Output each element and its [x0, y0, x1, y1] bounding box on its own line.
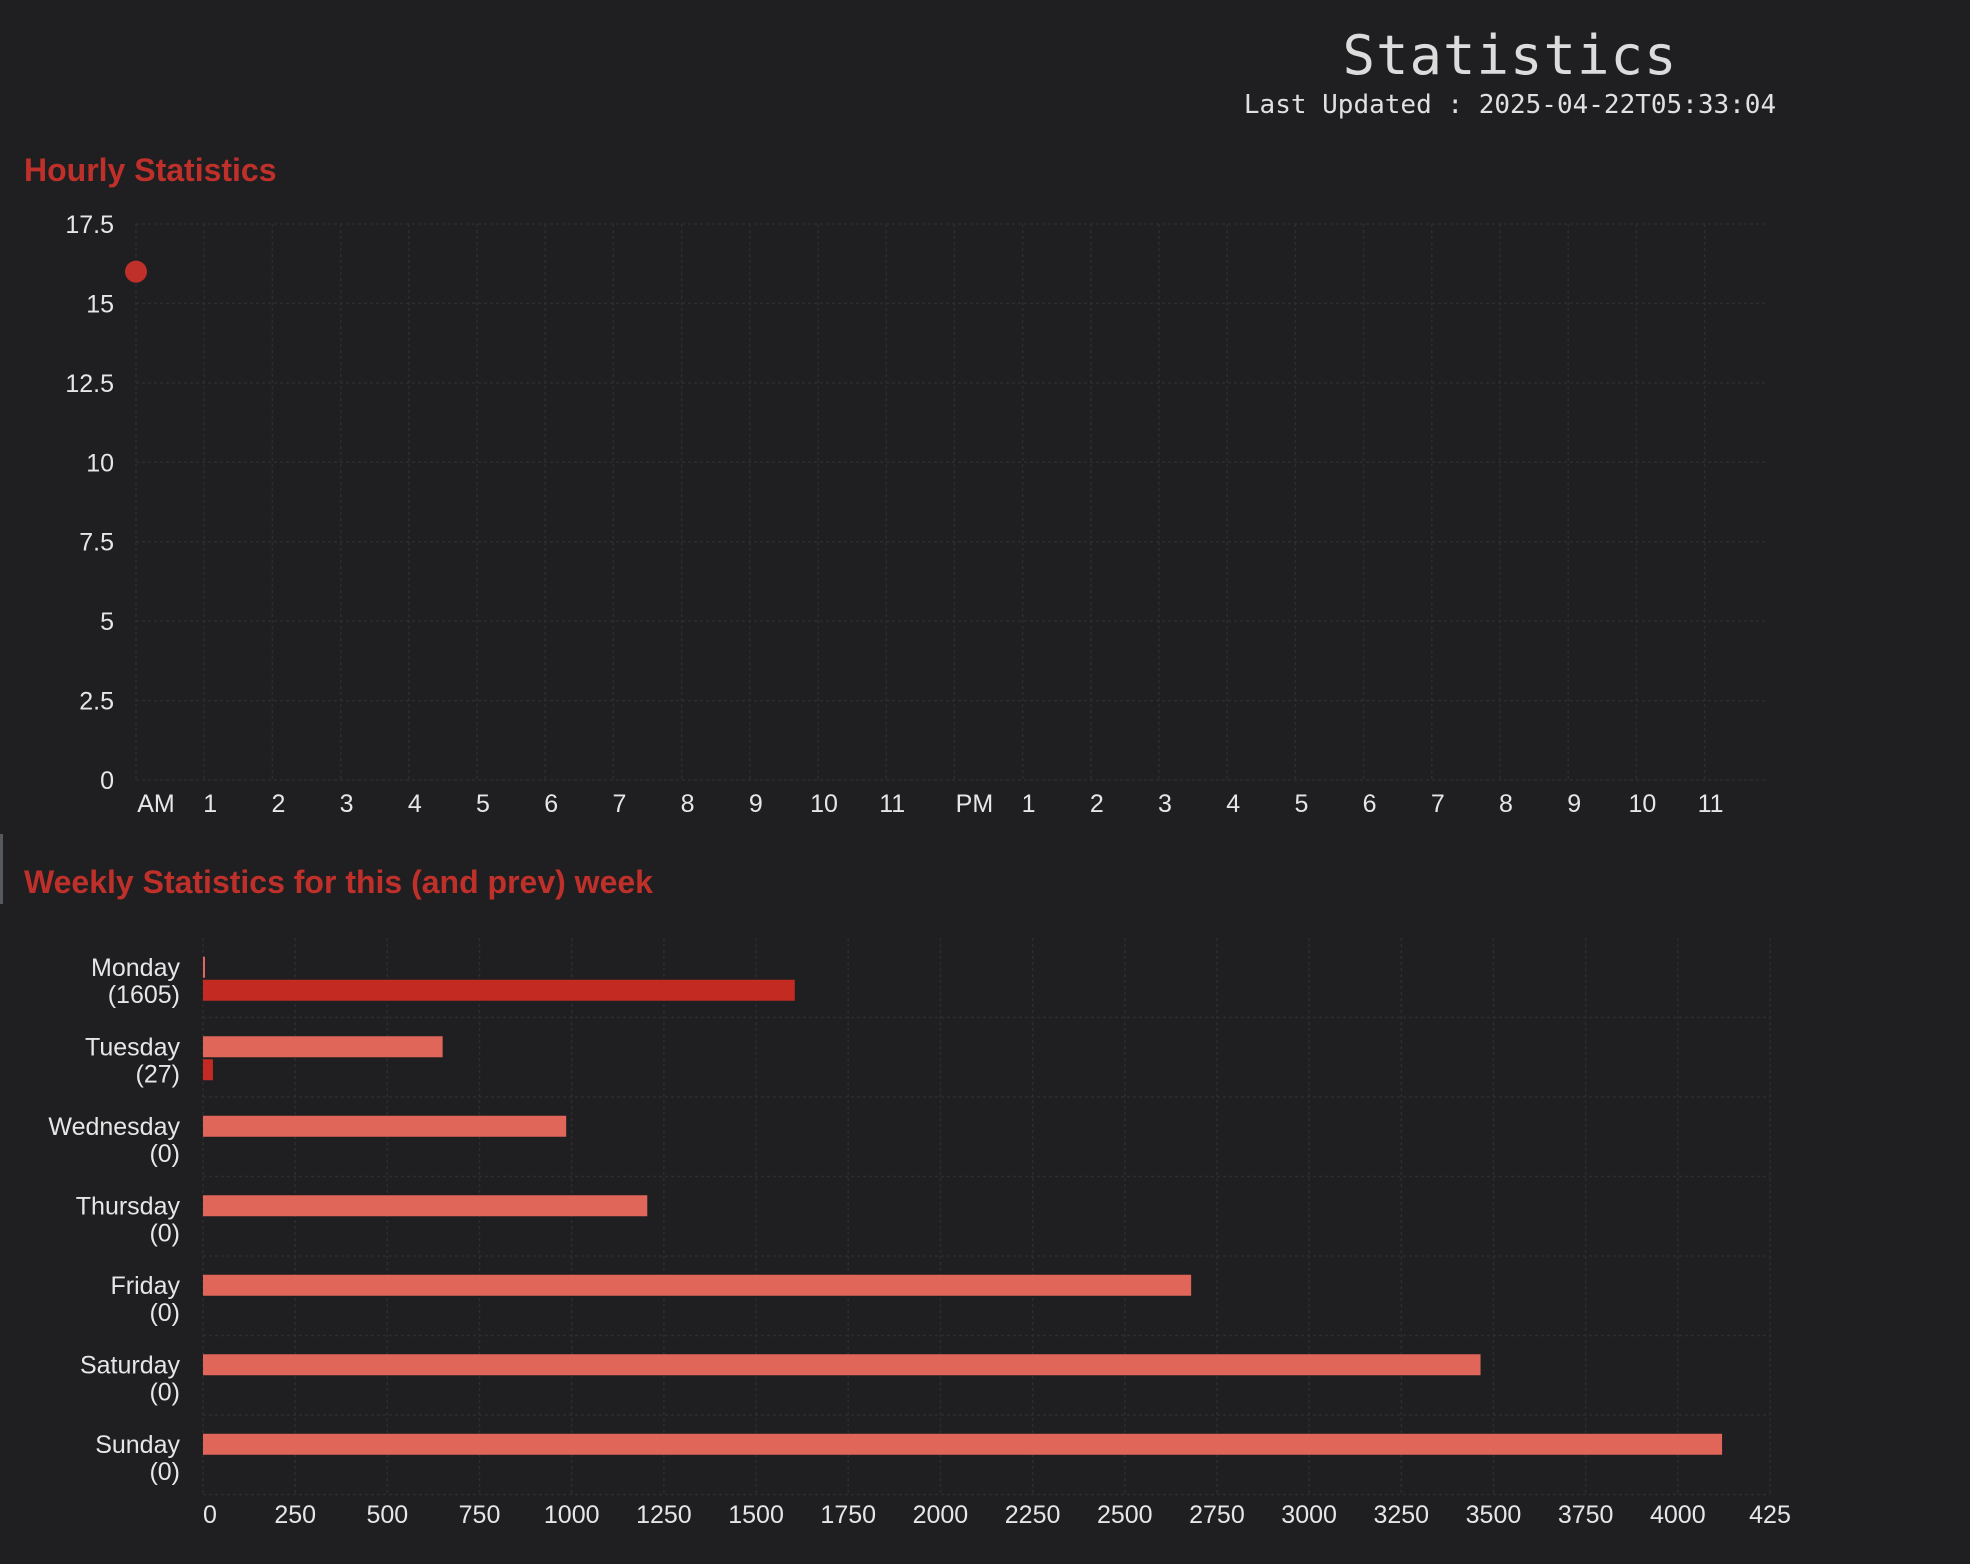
hourly-x-tick: 9	[1567, 790, 1581, 818]
hourly-x-tick: 11	[1698, 790, 1724, 818]
last-updated-text: Last Updated : 2025-04-22T05:33:04	[1243, 90, 1777, 120]
hourly-y-tick: 5	[100, 608, 114, 636]
weekly-category-label: Thursday	[76, 1192, 181, 1220]
hourly-chart-title: Hourly Statistics	[24, 152, 277, 188]
weekly-x-tick: 250	[274, 1501, 316, 1529]
weekly-category-count: (1605)	[108, 981, 180, 1009]
hourly-x-tick: 3	[1158, 790, 1172, 818]
hourly-x-tick: 4	[1226, 790, 1240, 818]
hourly-y-tick: 0	[100, 767, 114, 795]
hourly-x-tick: 7	[1431, 790, 1445, 818]
weekly-x-tick: 1750	[820, 1501, 876, 1529]
hourly-x-tick: 7	[612, 790, 626, 818]
hourly-x-tick: 10	[1628, 790, 1656, 818]
weekly-category-count: (0)	[149, 1299, 180, 1327]
hourly-x-tick: AM	[137, 790, 175, 818]
weekly-x-tick: 3250	[1373, 1501, 1429, 1529]
hourly-x-tick: 6	[544, 790, 558, 818]
weekly-bar	[203, 1115, 567, 1137]
hourly-x-tick: 5	[476, 790, 490, 818]
weekly-x-tick: 2000	[913, 1501, 969, 1529]
weekly-bar	[203, 1274, 1192, 1296]
hourly-x-tick: 4	[408, 790, 422, 818]
hourly-x-tick: 1	[1022, 790, 1036, 818]
hourly-chart: 0 2.5 5 7.5 10 12.5 15 17.5 AM 1 2 3 4 5 6 7 8 9 10 11 PM 1 2 3…	[65, 211, 1768, 818]
weekly-bar	[203, 1036, 443, 1058]
hourly-x-tick: 2	[1090, 790, 1104, 818]
weekly-bar	[203, 1195, 648, 1217]
weekly-category-count: (0)	[149, 1378, 180, 1406]
weekly-category-label: Sunday	[95, 1431, 180, 1459]
weekly-x-tick: 2500	[1097, 1501, 1153, 1529]
weekly-bar	[203, 1059, 213, 1081]
hourly-y-tick: 15	[86, 290, 114, 318]
hourly-x-tick: 8	[1499, 790, 1513, 818]
hourly-x-tick: 11	[879, 790, 905, 818]
weekly-x-tick: 425	[1749, 1501, 1791, 1529]
hourly-x-tick: 9	[749, 790, 763, 818]
weekly-x-tick: 4000	[1650, 1501, 1706, 1529]
hourly-x-tick: 6	[1363, 790, 1377, 818]
hourly-x-tick: 5	[1294, 790, 1308, 818]
hourly-y-tick: 10	[86, 449, 114, 477]
weekly-x-tick: 3000	[1281, 1501, 1337, 1529]
hourly-y-tick: 12.5	[65, 370, 114, 398]
weekly-x-tick: 3500	[1466, 1501, 1522, 1529]
weekly-category-label: Friday	[111, 1272, 181, 1300]
weekly-bar	[203, 979, 795, 1001]
left-edge-marker	[0, 834, 3, 904]
weekly-category-label: Wednesday	[48, 1113, 180, 1141]
weekly-bar	[203, 1354, 1481, 1376]
hourly-x-tick: 2	[271, 790, 285, 818]
weekly-category-label: Saturday	[80, 1351, 181, 1379]
weekly-category-count: (27)	[136, 1060, 180, 1088]
hourly-x-tick: 10	[810, 790, 838, 818]
hourly-x-tick: 1	[203, 790, 217, 818]
weekly-x-tick: 2250	[1005, 1501, 1061, 1529]
weekly-category-count: (0)	[149, 1458, 180, 1486]
hourly-y-tick: 2.5	[79, 688, 114, 716]
weekly-x-tick: 1250	[636, 1501, 692, 1529]
weekly-x-tick: 500	[366, 1501, 408, 1529]
weekly-x-tick: 1500	[728, 1501, 784, 1529]
weekly-category-count: (0)	[149, 1219, 180, 1247]
hourly-y-tick: 7.5	[79, 529, 114, 557]
weekly-x-tick: 750	[459, 1501, 501, 1529]
weekly-x-tick: 2750	[1189, 1501, 1245, 1529]
weekly-category-label: Tuesday	[85, 1033, 180, 1061]
weekly-x-tick: 1000	[544, 1501, 600, 1529]
weekly-x-tick: 0	[203, 1501, 217, 1529]
weekly-category-label: Monday	[91, 954, 180, 982]
hourly-x-tick: 3	[340, 790, 354, 818]
weekly-x-tick: 3750	[1558, 1501, 1614, 1529]
weekly-category-count: (0)	[149, 1140, 180, 1168]
hourly-y-tick: 17.5	[65, 211, 114, 239]
weekly-bar	[203, 1433, 1723, 1455]
hourly-x-tick: 8	[681, 790, 695, 818]
weekly-chart-title: Weekly Statistics for this (and prev) we…	[24, 864, 653, 900]
hourly-x-tick: PM	[956, 790, 994, 818]
weekly-bar	[203, 956, 205, 978]
hourly-data-point	[125, 260, 147, 283]
page-title: Statistics	[1342, 24, 1678, 87]
